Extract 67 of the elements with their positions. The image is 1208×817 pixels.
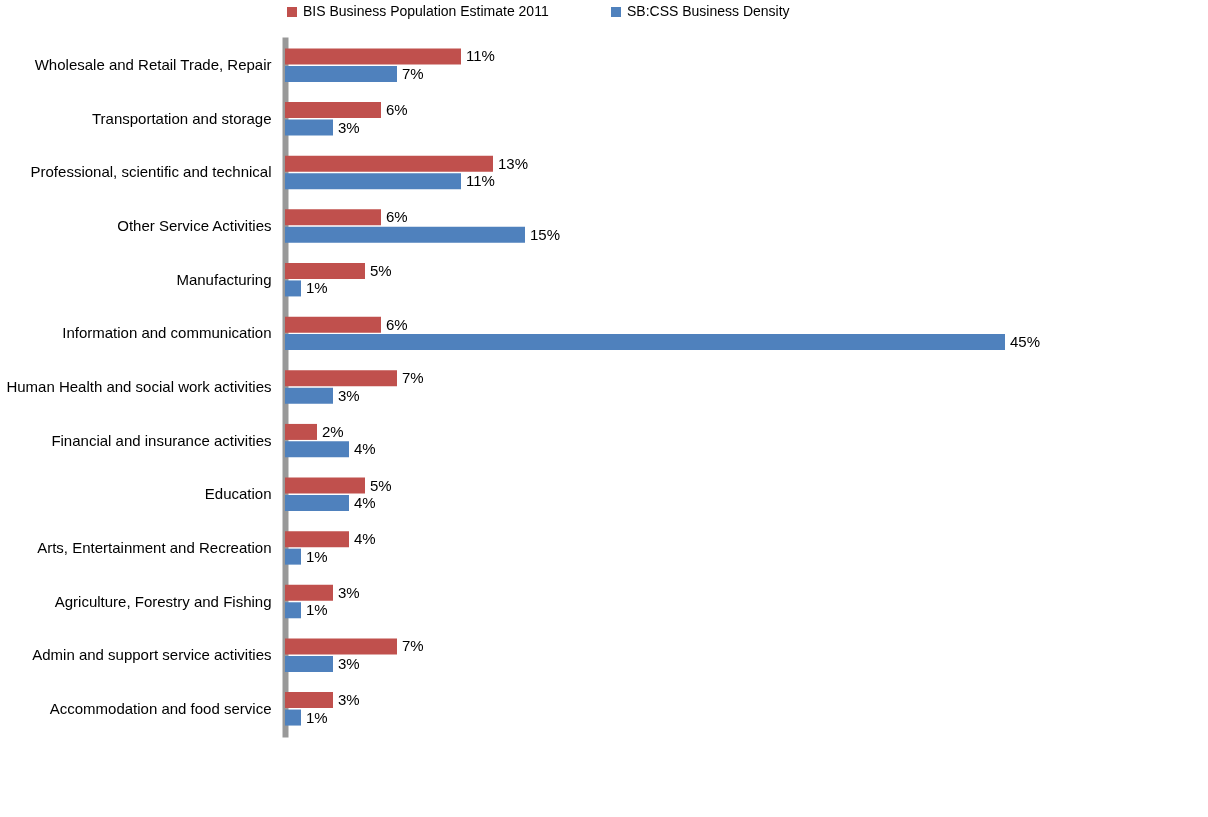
bar bbox=[285, 102, 381, 119]
bar bbox=[285, 65, 397, 82]
bar bbox=[285, 334, 1005, 351]
data-label: 5% bbox=[370, 262, 392, 279]
bar bbox=[285, 387, 333, 404]
data-label: 4% bbox=[354, 530, 376, 548]
bar bbox=[285, 48, 461, 65]
bar bbox=[285, 316, 381, 333]
data-label: 6% bbox=[386, 315, 408, 333]
bar bbox=[285, 709, 301, 726]
y-tick-label: Wholesale and Retail Trade, Repair bbox=[34, 56, 272, 74]
bar bbox=[285, 370, 397, 387]
data-label: 5% bbox=[370, 476, 392, 494]
legend-label: SB:CSS Business Density bbox=[627, 3, 790, 19]
bar bbox=[285, 155, 493, 172]
bar bbox=[285, 119, 333, 136]
bar bbox=[285, 584, 333, 601]
data-label: 7% bbox=[402, 64, 424, 82]
data-label: 4% bbox=[354, 440, 376, 458]
data-label: 1% bbox=[306, 708, 328, 726]
legend-label: BIS Business Population Estimate 2011 bbox=[303, 3, 549, 19]
data-label: 13% bbox=[498, 154, 529, 172]
bar bbox=[285, 495, 349, 511]
bar bbox=[285, 173, 461, 190]
y-tick-label: Manufacturing bbox=[176, 270, 272, 288]
bar bbox=[285, 531, 349, 548]
y-tick-label: Other Service Activities bbox=[117, 217, 272, 235]
data-label: 11% bbox=[466, 172, 495, 190]
data-label: 3% bbox=[338, 386, 360, 404]
data-label: 15% bbox=[530, 225, 561, 243]
data-label: 7% bbox=[402, 637, 424, 655]
data-label: 3% bbox=[338, 118, 360, 136]
bar bbox=[285, 548, 301, 565]
bar bbox=[285, 602, 301, 619]
y-tick-label: Education bbox=[204, 485, 272, 503]
bar bbox=[285, 280, 301, 297]
bar bbox=[285, 692, 333, 709]
y-tick-label: Admin and support service activities bbox=[32, 646, 272, 664]
data-label: 45% bbox=[1010, 333, 1041, 351]
data-label: 11% bbox=[466, 47, 495, 65]
data-label: 1% bbox=[306, 601, 328, 619]
bar bbox=[285, 209, 381, 226]
data-label: 2% bbox=[322, 422, 344, 440]
y-tick-label: Human Health and social work activities bbox=[6, 378, 272, 395]
bar bbox=[285, 441, 349, 458]
y-tick-label: Financial and insurance activities bbox=[51, 431, 272, 449]
data-label: 3% bbox=[338, 583, 360, 601]
y-tick-label: Accommodation and food service bbox=[49, 699, 272, 717]
bar bbox=[285, 638, 397, 655]
data-label: 3% bbox=[338, 654, 360, 672]
data-label: 6% bbox=[386, 101, 408, 119]
y-tick-label: Arts, Entertainment and Recreation bbox=[37, 538, 272, 556]
bar bbox=[285, 226, 525, 243]
y-tick-label: Information and communication bbox=[62, 324, 272, 342]
bar bbox=[285, 423, 317, 440]
data-label: 3% bbox=[338, 691, 360, 709]
data-label: 7% bbox=[402, 369, 424, 387]
y-tick-label: Professional, scientific and technical bbox=[30, 163, 272, 181]
bar bbox=[285, 655, 333, 672]
data-label: 1% bbox=[306, 279, 328, 297]
data-label: 6% bbox=[386, 208, 408, 226]
bar bbox=[285, 263, 365, 279]
y-tick-label: Agriculture, Forestry and Fishing bbox=[54, 592, 272, 610]
bar bbox=[285, 477, 365, 494]
data-label: 4% bbox=[354, 494, 376, 511]
data-label: 1% bbox=[306, 547, 328, 565]
y-tick-label: Transportation and storage bbox=[91, 109, 272, 127]
